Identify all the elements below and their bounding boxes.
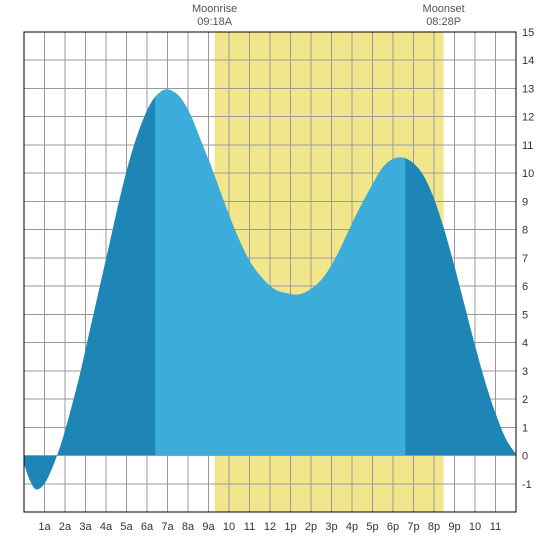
x-tick-label: 5a	[120, 521, 133, 533]
x-tick-label: 11	[244, 521, 255, 533]
y-tick-label: 14	[522, 55, 534, 67]
y-tick-label: 15	[522, 27, 534, 39]
y-tick-label: 3	[522, 366, 528, 378]
x-tick-label: 3p	[325, 521, 337, 533]
x-tick-label: 1a	[38, 521, 51, 533]
x-tick-label: 4a	[100, 521, 113, 533]
x-tick-label: 8a	[182, 521, 195, 533]
x-tick-label: 6p	[387, 521, 399, 533]
tide-chart: -101234567891011121314151a2a3a4a5a6a7a8a…	[0, 0, 550, 550]
y-tick-label: 7	[522, 253, 528, 265]
x-tick-label: 11	[490, 521, 501, 533]
moonrise-label: Moonrise	[192, 3, 237, 15]
x-tick-label: 10	[223, 521, 235, 533]
x-tick-label: 10	[469, 521, 481, 533]
x-tick-label: 3a	[79, 521, 92, 533]
x-tick-label: 5p	[366, 521, 378, 533]
y-tick-label: 9	[522, 196, 528, 208]
y-tick-label: 11	[522, 140, 533, 152]
y-tick-label: 4	[522, 338, 528, 350]
y-tick-label: 6	[522, 281, 528, 293]
x-tick-label: 9a	[202, 521, 215, 533]
y-tick-label: 13	[522, 83, 534, 95]
x-tick-label: 2p	[305, 521, 317, 533]
x-tick-label: 7a	[161, 521, 174, 533]
x-tick-label: 9p	[448, 521, 460, 533]
x-tick-label: 4p	[346, 521, 358, 533]
y-tick-label: 1	[522, 422, 528, 434]
x-tick-label: 2a	[59, 521, 72, 533]
moonset-label: Moonset	[423, 3, 465, 15]
x-tick-label: 6a	[141, 521, 154, 533]
x-tick-label: 8p	[428, 521, 440, 533]
y-tick-label: -1	[522, 479, 532, 491]
y-tick-label: 10	[522, 168, 534, 180]
y-tick-label: 2	[522, 394, 528, 406]
moonset-time: 08:28P	[426, 16, 461, 28]
x-tick-label: 12	[264, 521, 276, 533]
x-tick-label: 7p	[407, 521, 419, 533]
moonrise-time: 09:18A	[197, 16, 233, 28]
x-tick-label: 1p	[284, 521, 296, 533]
y-tick-label: 8	[522, 225, 528, 237]
y-tick-label: 5	[522, 309, 528, 321]
y-tick-label: 12	[522, 112, 534, 124]
chart-svg: -101234567891011121314151a2a3a4a5a6a7a8a…	[0, 0, 550, 550]
y-tick-label: 0	[522, 451, 528, 463]
